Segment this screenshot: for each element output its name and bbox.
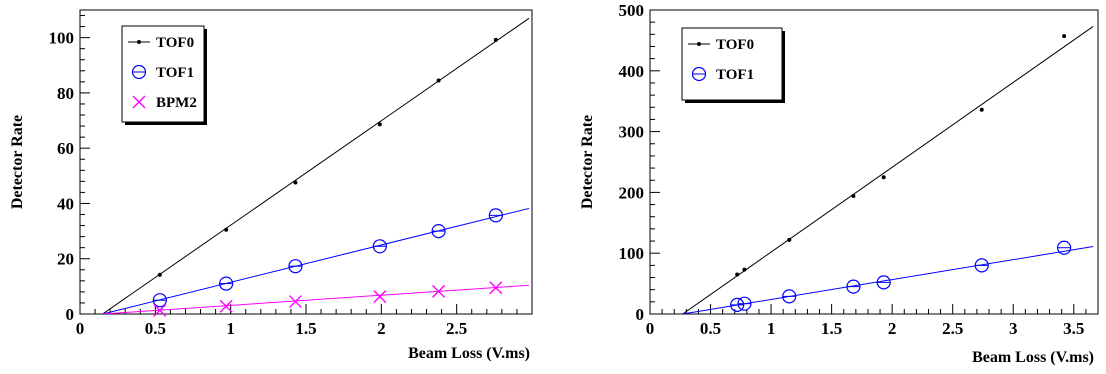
data-point-tof1 [431, 223, 446, 239]
x-tick-label: 2 [377, 319, 386, 338]
y-tick-label: 0 [66, 305, 75, 324]
y-tick-label: 100 [49, 29, 75, 48]
data-point-tof0 [735, 272, 740, 277]
legend-label-tof0: TOF0 [716, 37, 754, 53]
data-point-tof1 [288, 259, 303, 274]
data-point-bpm2-stroke-b [432, 284, 446, 298]
plot-frame [649, 9, 1099, 315]
x-axis-title: Beam Loss (V.ms) [408, 345, 530, 362]
data-point-tof1 [974, 258, 989, 273]
data-point-tof1 [1056, 240, 1072, 255]
fit-line-bpm2 [102, 284, 530, 314]
data-point-bpm2 [288, 295, 302, 309]
data-point-tof0 [436, 78, 441, 83]
data-point-tof0 [157, 272, 162, 277]
data-point-bpm2-stroke-b [219, 299, 233, 313]
x-tick-label: 1.5 [821, 319, 842, 338]
fit-line-tof0 [682, 26, 1094, 314]
data-point-tof0 [1062, 34, 1067, 39]
x-tick-label: 0.5 [700, 319, 721, 338]
x-tick-label: 2.5 [942, 319, 963, 338]
series-bpm2 [102, 281, 530, 317]
series-tof1 [682, 240, 1094, 314]
fit-line-tof0 [102, 17, 530, 314]
legend-marker-tof0 [697, 42, 701, 46]
data-point-tof0 [493, 37, 498, 42]
data-point-tof1 [730, 297, 745, 312]
legend-marker-bpm2-stroke-b [132, 95, 146, 109]
data-point-bpm2-stroke-b [288, 295, 302, 309]
data-point-bpm2-stroke-b [373, 290, 387, 304]
legend-label-tof1: TOF1 [156, 65, 194, 81]
legend-marker-tof1 [131, 64, 147, 80]
y-axis-title: Detector Rate [579, 115, 596, 209]
y-tick-label: 20 [57, 250, 74, 269]
data-point-tof1 [488, 208, 503, 223]
y-tick-label: 200 [619, 183, 645, 202]
y-tick-label: 400 [619, 62, 645, 81]
data-point-tof0 [377, 122, 382, 127]
data-point-tof0 [224, 227, 229, 232]
data-point-bpm2 [153, 303, 167, 317]
data-point-bpm2 [373, 290, 387, 304]
data-point-tof1 [219, 276, 234, 291]
legend-marker-tof0 [137, 40, 141, 44]
y-tick-label: 500 [619, 1, 645, 20]
x-tick-label: 1 [226, 319, 235, 338]
data-point-tof0 [881, 175, 886, 180]
data-point-tof1 [372, 239, 387, 254]
x-axis-title: Beam Loss (V.ms) [972, 349, 1094, 366]
x-tick-label: 1 [767, 319, 776, 338]
data-point-tof1 [152, 293, 167, 308]
legend-marker-tof1 [691, 66, 707, 82]
legend-box [681, 27, 783, 101]
data-point-tof1 [782, 289, 797, 304]
data-point-tof0 [851, 194, 856, 199]
data-point-bpm2-stroke-b [153, 303, 167, 317]
data-point-bpm2 [219, 299, 233, 313]
y-tick-label: 40 [57, 194, 74, 213]
series-tof1 [102, 207, 530, 314]
x-tick-label: 3.5 [1063, 319, 1084, 338]
x-tick-label: 0.5 [145, 319, 166, 338]
y-tick-label: 60 [57, 139, 74, 158]
legend-marker-bpm2 [132, 95, 146, 109]
data-point-tof0 [979, 107, 984, 112]
x-tick-label: 0 [646, 319, 655, 338]
x-tick-label: 0 [76, 319, 85, 338]
y-axis-title: Detector Rate [9, 115, 26, 209]
series-tof0 [102, 17, 530, 314]
legend-label-tof0: TOF0 [156, 35, 194, 51]
data-point-tof1 [876, 275, 891, 290]
fit-line-tof1 [102, 207, 530, 314]
series-tof0 [682, 26, 1094, 314]
data-point-bpm2 [489, 281, 503, 295]
x-tick-label: 3 [1009, 319, 1018, 338]
y-tick-label: 100 [619, 244, 645, 263]
data-point-tof0 [293, 180, 298, 185]
data-point-tof1 [846, 279, 861, 294]
x-tick-label: 1.5 [295, 319, 316, 338]
y-tick-label: 300 [619, 123, 645, 142]
x-tick-label: 2.5 [446, 319, 467, 338]
data-point-tof0 [742, 267, 747, 272]
data-point-tof1 [737, 296, 752, 311]
y-tick-label: 80 [57, 84, 74, 103]
data-point-bpm2 [432, 284, 446, 298]
x-tick-label: 2 [888, 319, 897, 338]
data-point-bpm2-stroke-b [489, 281, 503, 295]
legend-label-tof1: TOF1 [716, 67, 754, 83]
chart-panel-left: 0 0.5 1 1.5 2 2.5 0 20 40 60 80 100 Beam Loss (V.ms)… [9, 9, 533, 362]
data-point-tof0 [787, 237, 792, 242]
legend-label-bpm2: BPM2 [156, 95, 197, 111]
y-tick-label: 0 [636, 305, 645, 324]
chart-panel-right: 0 0.5 1 1.5 2 2.5 3 3.5 0 100 200 300 400 500 Beam Los… [579, 1, 1099, 366]
